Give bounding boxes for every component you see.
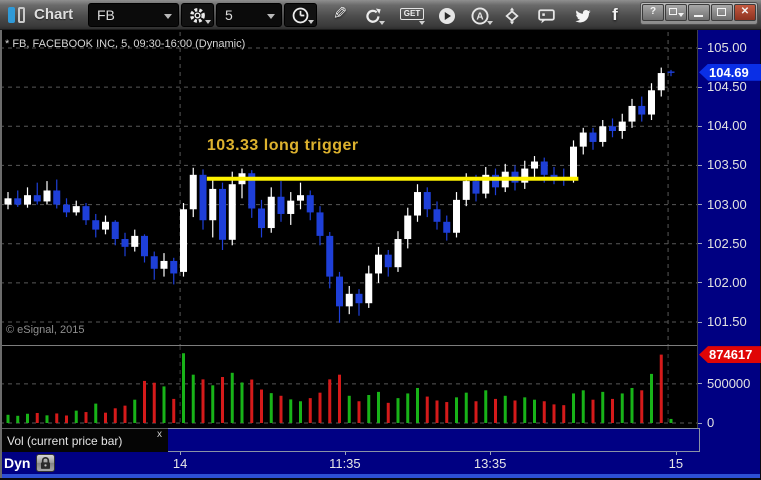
maximize-icon [717, 8, 726, 16]
time-tick [675, 452, 677, 455]
volume-axis-label: 0 [707, 415, 715, 430]
price-axis[interactable]: 104.69 874617 105.00 104.50 104.00 103.50 10… [697, 30, 761, 452]
window-controls: ? ✕ [640, 2, 758, 25]
candlestick-chart [0, 32, 697, 345]
current-volume-tag: 874617 [699, 346, 761, 364]
popout-button[interactable] [665, 4, 687, 21]
get-data-button[interactable]: GET [396, 4, 428, 26]
price-chart-panel[interactable]: * FB, FACEBOOK INC, 5, 09:30-16:00 (Dyna… [0, 30, 697, 345]
axis-tick [698, 125, 702, 127]
settings-button[interactable] [181, 3, 214, 27]
facebook-icon: f [612, 5, 618, 24]
price-axis-label: 101.50 [707, 314, 747, 329]
maximize-button[interactable] [711, 4, 733, 21]
lock-icon [40, 457, 51, 469]
chart-title: * FB, FACEBOOK INC, 5, 09:30-16:00 (Dyna… [5, 38, 246, 50]
chevron-down-icon [267, 14, 275, 19]
popout-icon [669, 8, 677, 15]
axis-tick [698, 86, 702, 88]
pencil-icon: ✎ [332, 4, 348, 23]
chevron-down-icon [487, 21, 493, 25]
svg-text:A: A [476, 12, 483, 23]
app-title-label: Chart [34, 6, 74, 23]
gear-icon [190, 8, 205, 23]
symbol-combo[interactable]: FB [88, 3, 179, 27]
price-axis-label: 103.00 [707, 196, 747, 212]
axis-tick [698, 422, 702, 424]
play-icon [439, 8, 455, 24]
panel-tab-row: Vol (current price bar) x [0, 428, 700, 452]
price-axis-label: 105.00 [707, 40, 747, 55]
axis-tick [698, 164, 702, 166]
price-axis-label: 102.00 [707, 274, 747, 290]
time-tick [490, 452, 492, 455]
volume-chart [0, 346, 697, 425]
twitter-share-button[interactable] [566, 4, 598, 26]
comment-button[interactable] [533, 4, 559, 26]
time-axis[interactable]: Dyn 14 11:35 13:35 15 [0, 452, 761, 474]
time-label: 15 [668, 456, 684, 471]
minimize-button[interactable] [688, 4, 710, 21]
price-axis-label: 104.00 [707, 118, 747, 134]
time-label: 14 [172, 456, 188, 471]
price-axis-label: 102.50 [707, 235, 747, 251]
time-label: 11:35 [329, 456, 361, 471]
last-price-tag: 104.69 [699, 63, 761, 81]
price-axis-label: 104.50 [707, 79, 747, 95]
chevron-down-icon [678, 13, 684, 17]
get-icon: GET [400, 8, 424, 20]
chart-app-icon [8, 7, 30, 24]
tab-strip [168, 428, 700, 452]
draw-button[interactable]: ✎ [328, 4, 352, 26]
axis-tick [698, 282, 702, 284]
esignal-watermark: © eSignal, 2015 [6, 324, 85, 336]
chevron-down-icon [205, 20, 211, 24]
facebook-share-button[interactable]: f [604, 4, 626, 26]
volume-axis-label: 500000 [707, 375, 751, 391]
panel-divider[interactable] [0, 345, 697, 346]
interval-value: 5 [225, 7, 233, 23]
clock-icon [292, 7, 309, 24]
trigger-annotation: 103.33 long trigger [206, 136, 359, 154]
volume-tab-label: Vol (current price bar) [7, 434, 123, 448]
dynamic-mode-label[interactable]: Dyn [4, 455, 31, 471]
chevron-down-icon [379, 21, 385, 25]
chevron-down-icon [419, 21, 425, 25]
help-button[interactable]: ? [642, 4, 664, 21]
alerts-button[interactable]: A [466, 4, 494, 26]
axis-tick [698, 47, 702, 49]
refresh-icon [366, 8, 381, 23]
time-tick [180, 452, 182, 455]
axis-tick [698, 243, 702, 245]
symbol-value: FB [97, 7, 115, 23]
window-left-border [0, 30, 2, 478]
play-button[interactable] [435, 4, 459, 26]
price-axis-label: 103.50 [707, 157, 747, 173]
volume-panel[interactable] [0, 346, 697, 428]
speech-bubble-icon [537, 9, 555, 24]
tab-close-icon[interactable]: x [157, 429, 162, 440]
interval-combo[interactable]: 5 [216, 3, 282, 27]
close-button[interactable]: ✕ [734, 4, 756, 21]
transfer-icon [505, 7, 519, 25]
window-bottom-strip [0, 474, 761, 478]
time-label: 13:35 [473, 456, 507, 471]
a-circle-icon: A [471, 7, 489, 25]
time-tick [344, 452, 346, 455]
volume-tab[interactable]: Vol (current price bar) x [0, 428, 168, 452]
axis-tick [698, 383, 702, 385]
axis-tick [698, 204, 702, 206]
time-template-button[interactable] [284, 3, 317, 27]
axis-tick [698, 321, 702, 323]
minimize-icon [694, 15, 703, 17]
refresh-button[interactable] [360, 4, 386, 26]
chevron-down-icon [308, 20, 314, 24]
chevron-down-icon [164, 14, 172, 19]
twitter-icon [575, 10, 591, 23]
transfer-button[interactable] [500, 4, 524, 26]
toolbar: Chart FB 5 ✎ GET [0, 0, 761, 30]
lock-button[interactable] [36, 454, 55, 472]
